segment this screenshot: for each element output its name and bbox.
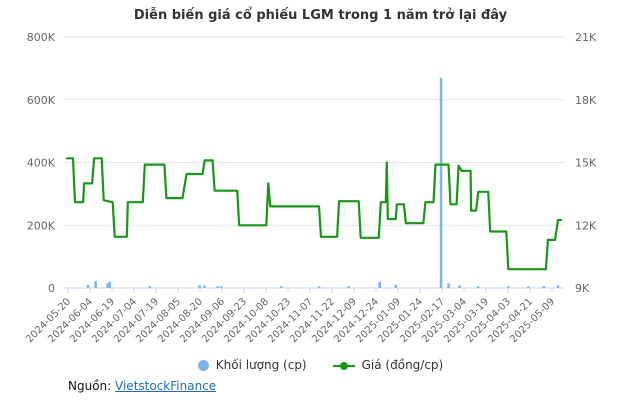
svg-text:12K: 12K <box>575 219 597 232</box>
svg-text:200K: 200K <box>27 219 56 232</box>
source-link[interactable]: VietstockFinance <box>115 379 217 393</box>
volume-legend-label: Khối lượng (cp) <box>215 358 307 372</box>
svg-text:600K: 600K <box>27 94 56 107</box>
svg-text:0: 0 <box>48 282 55 295</box>
svg-text:18K: 18K <box>575 94 597 107</box>
source-line: Nguồn: VietstockFinance <box>68 379 216 393</box>
svg-text:400K: 400K <box>27 157 56 170</box>
svg-text:15K: 15K <box>575 157 597 170</box>
chart-legend: Khối lượng (cp) Giá (đồng/cp) <box>0 358 641 372</box>
price-legend-label: Giá (đồng/cp) <box>361 358 444 372</box>
price-legend-marker-icon <box>332 360 355 371</box>
svg-text:800K: 800K <box>27 31 56 44</box>
volume-legend-marker-icon <box>197 359 209 371</box>
legend-item-volume[interactable]: Khối lượng (cp) <box>197 358 307 372</box>
chart-title: Diễn biến giá cổ phiếu LGM trong 1 năm t… <box>133 8 508 23</box>
legend-item-price[interactable]: Giá (đồng/cp) <box>332 358 444 372</box>
svg-text:9K: 9K <box>575 282 590 295</box>
source-label: Nguồn: <box>68 379 112 393</box>
svg-text:21K: 21K <box>575 31 597 44</box>
